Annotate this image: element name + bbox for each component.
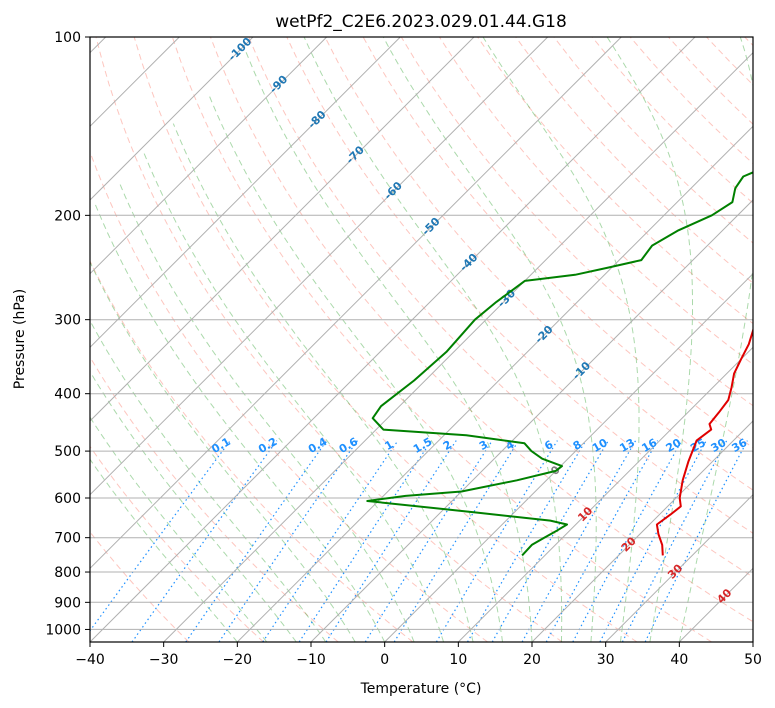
isotherm-grid-line bbox=[457, 346, 753, 642]
dry-adiabat-line bbox=[90, 259, 414, 642]
dry-adiabat-line bbox=[90, 445, 264, 642]
isotherm-grid-line bbox=[236, 125, 753, 642]
mixing-ratio-line bbox=[298, 440, 432, 642]
moist-adiabat-line bbox=[678, 37, 753, 642]
y-tick-label: 300 bbox=[54, 313, 81, 329]
mixing-ratio-line bbox=[466, 440, 587, 642]
y-tick-label: 500 bbox=[54, 444, 81, 460]
series-lines bbox=[366, 171, 753, 557]
x-axis-title: Temperature (°C) bbox=[360, 681, 482, 697]
isotherm-grid-line bbox=[90, 37, 696, 642]
x-tick-label: −20 bbox=[223, 652, 253, 668]
mixing-ratio-line bbox=[364, 440, 493, 642]
moist-adiabat-line bbox=[606, 37, 693, 642]
plot-frame bbox=[89, 36, 754, 643]
mixing-ratio-line bbox=[621, 440, 728, 642]
x-tick-label: −10 bbox=[296, 652, 326, 668]
isotherm-grid-line bbox=[384, 272, 753, 642]
x-tick-label: 10 bbox=[449, 652, 467, 668]
mixing-ratio-line bbox=[131, 440, 278, 642]
x-tick-label: −40 bbox=[75, 652, 105, 668]
x-tick-label: −30 bbox=[149, 652, 179, 668]
x-tick-label: 20 bbox=[523, 652, 541, 668]
grid bbox=[90, 37, 753, 642]
y-tick-label: 600 bbox=[54, 491, 81, 507]
moist-adiabat-line bbox=[118, 180, 415, 642]
mixing-ratio-line bbox=[435, 440, 558, 642]
x-tick-label: 40 bbox=[670, 652, 688, 668]
moist-adiabat-line bbox=[382, 37, 597, 642]
mixing-ratio-line bbox=[393, 440, 520, 642]
y-tick-label: 1000 bbox=[45, 622, 81, 638]
moist-adiabat-line bbox=[303, 37, 563, 642]
mixing-ratio-line bbox=[185, 440, 328, 642]
x-axis: −40 −30 −20 −10 0 10 20 30 40 50 bbox=[75, 642, 762, 668]
mixing-ratio-line bbox=[545, 440, 659, 642]
moist-adiabat-line bbox=[482, 37, 640, 642]
dry-adiabat-line bbox=[515, 37, 753, 284]
y-tick-label: 800 bbox=[54, 565, 81, 581]
mixing-ratio-line bbox=[572, 440, 683, 642]
isotherm-grid-line bbox=[90, 37, 328, 275]
dry-adiabat-line bbox=[248, 37, 753, 578]
isotherm-grid-line bbox=[90, 37, 549, 496]
mixing-ratio-line bbox=[644, 440, 748, 642]
isotherm-grid-line bbox=[605, 493, 753, 642]
y-tick-label: 700 bbox=[54, 531, 81, 547]
isotherm-grid-line bbox=[90, 37, 475, 422]
y-axis: 100 200 300 400 500 600 700 800 900 1000 bbox=[45, 30, 90, 638]
dry-adiabat-line bbox=[171, 37, 712, 642]
y-tick-label: 200 bbox=[54, 208, 81, 224]
moist-adiabat-line bbox=[244, 49, 533, 642]
dry-adiabat-line bbox=[324, 37, 753, 491]
isotherm-grid-line bbox=[531, 420, 753, 642]
isotherm-grid-line bbox=[90, 37, 254, 201]
x-tick-label: 50 bbox=[744, 652, 762, 668]
x-tick-label: 0 bbox=[380, 652, 389, 668]
y-tick-label: 900 bbox=[54, 595, 81, 611]
chart-title: wetPf2_C2E6.2023.029.01.44.G18 bbox=[275, 12, 567, 32]
moist-adiabat-line bbox=[90, 370, 297, 642]
isotherm-grid-line bbox=[90, 37, 401, 349]
isotherm-grid-line bbox=[90, 37, 622, 570]
moist-adiabat-line bbox=[93, 201, 386, 642]
mixing-ratio-line bbox=[599, 440, 707, 642]
moist-adiabat-line bbox=[90, 416, 268, 642]
isotherm-grid-line bbox=[163, 51, 753, 642]
dry-adiabat-line bbox=[133, 37, 638, 642]
y-tick-label: 400 bbox=[54, 387, 81, 403]
mixing-ratio-line bbox=[521, 440, 637, 642]
moist-adiabat-line bbox=[90, 260, 356, 642]
y-tick-label: 100 bbox=[54, 30, 81, 46]
y-axis-title: Pressure (hPa) bbox=[12, 289, 28, 389]
dry-adiabat-line bbox=[95, 37, 563, 642]
mixing-ratio-line bbox=[491, 440, 609, 642]
dry-adiabat-line bbox=[286, 37, 753, 534]
dewpoint-profile-line bbox=[366, 171, 753, 557]
dry-adiabat-line bbox=[210, 37, 753, 623]
temperature-profile-line bbox=[655, 327, 753, 556]
isotherm-grid-line bbox=[310, 199, 753, 642]
x-tick-label: 30 bbox=[597, 652, 615, 668]
